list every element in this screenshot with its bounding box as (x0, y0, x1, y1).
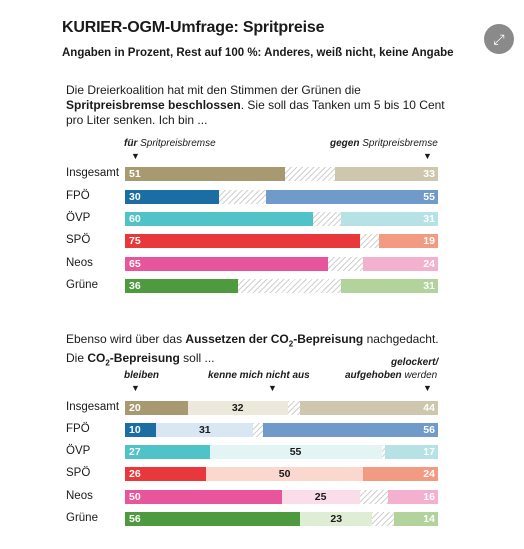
chart-subtitle: Angaben in Prozent, Rest auf 100 %: Ande… (62, 47, 454, 59)
chart1-rest-bar (284, 167, 335, 181)
chart1-bar-fuer: 75 (125, 234, 360, 248)
expand-icon: ⤢ (493, 30, 505, 47)
chart2-rest-bar (381, 445, 385, 459)
chart1-row-label: FPÖ (66, 190, 90, 202)
chart2-bar-kenne-nicht: 23 (300, 512, 373, 526)
chart2-rest-bar (253, 423, 263, 437)
chart1-bar-fuer: 65 (125, 257, 329, 271)
chart1-bar-gegen: 33 (334, 167, 438, 181)
section1-intro: Die Dreierkoalition hat mit den Stimmen … (66, 83, 466, 128)
chart2-rest-bar (359, 490, 388, 504)
section1-intro-bold: Spritpreisbremse beschlossen (66, 98, 241, 112)
section2-arrow-col1: ▼ (131, 383, 140, 393)
chart1-row-label: Neos (66, 257, 93, 269)
chart2-bar-kenne-nicht: 32 (187, 401, 288, 415)
chart1-rest-bar (237, 279, 341, 293)
chart1-rest-bar (328, 257, 363, 271)
chart1-row-label: Grüne (66, 279, 98, 291)
section1-arrow-left: ▼ (131, 151, 140, 161)
section2-header-col2: kenne mich nicht aus (208, 370, 310, 381)
chart1-row-label: SPÖ (66, 234, 91, 246)
chart1-bar-fuer: 36 (125, 279, 238, 293)
chart2-bar-bleiben: 27 (125, 445, 210, 459)
section1-intro-line2: . Sie soll das Tanken um 5 bis 10 Cent (240, 98, 445, 112)
chart2-row-label: Grüne (66, 512, 98, 524)
section1-header-right: gegen Spritpreisbremse (330, 138, 438, 149)
chart1-row-label: Insgesamt (66, 167, 120, 179)
section2-arrow-col3: ▼ (423, 383, 432, 393)
chart1-rest-bar (359, 234, 379, 248)
chart1-bar-gegen: 24 (362, 257, 438, 271)
chart2-bar-gelockert: 56 (262, 423, 438, 437)
chart2-bar-bleiben: 26 (125, 467, 207, 481)
expand-button[interactable]: ⤢ (484, 24, 514, 54)
chart2-bar-kenne-nicht: 25 (281, 490, 360, 504)
chart2-bar-gelockert: 14 (394, 512, 438, 526)
chart2-bar-kenne-nicht: 50 (206, 467, 363, 481)
chart2-bar-gelockert: 16 (387, 490, 438, 504)
chart2-row-label: ÖVP (66, 445, 91, 457)
section2-arrow-col2: ▼ (268, 383, 277, 393)
section2-intro: Ebenso wird über das Aussetzen der CO2-B… (66, 332, 439, 368)
chart2-bar-bleiben: 20 (125, 401, 188, 415)
chart2-row-label: Neos (66, 490, 93, 502)
chart2-bar-kenne-nicht: 55 (209, 445, 382, 459)
chart1-bar-gegen: 31 (340, 279, 438, 293)
chart2-rest-bar (287, 401, 301, 415)
section1-intro-line3: pro Liter senken. Ich bin ... (66, 113, 208, 127)
chart1-row-label: ÖVP (66, 212, 91, 224)
chart1-bar-gegen: 55 (265, 190, 438, 204)
chart2-bar-kenne-nicht: 31 (156, 423, 254, 437)
section1-header-left: für Spritpreisbremse (124, 138, 216, 149)
chart1-bar-gegen: 31 (340, 212, 438, 226)
chart1-bar-fuer: 30 (125, 190, 219, 204)
chart1-bar-fuer: 51 (125, 167, 285, 181)
section1-arrow-right: ▼ (423, 151, 432, 161)
section2-header-col1: bleiben (124, 370, 160, 381)
section2-header-col3-line1: gelockert/ (391, 357, 439, 368)
chart2-bar-bleiben: 10 (125, 423, 157, 437)
chart2-bar-bleiben: 56 (125, 512, 301, 526)
chart1-bar-fuer: 60 (125, 212, 313, 226)
chart-title: KURIER-OGM-Umfrage: Spritpreise (62, 19, 325, 36)
chart2-row-label: SPÖ (66, 467, 91, 479)
chart1-rest-bar (312, 212, 341, 226)
chart1-bar-gegen: 19 (378, 234, 438, 248)
section1-intro-line1: Die Dreierkoalition hat mit den Stimmen … (66, 83, 361, 97)
chart2-bar-gelockert: 24 (362, 467, 438, 481)
chart2-rest-bar (372, 512, 395, 526)
chart2-row-label: FPÖ (66, 423, 90, 435)
chart1-rest-bar (218, 190, 266, 204)
chart2-row-label: Insgesamt (66, 401, 120, 413)
chart2-bar-gelockert: 44 (300, 401, 438, 415)
chart2-bar-gelockert: 17 (384, 445, 438, 459)
section2-header-col3-line2: aufgehoben werden (345, 370, 438, 381)
chart2-bar-bleiben: 50 (125, 490, 282, 504)
